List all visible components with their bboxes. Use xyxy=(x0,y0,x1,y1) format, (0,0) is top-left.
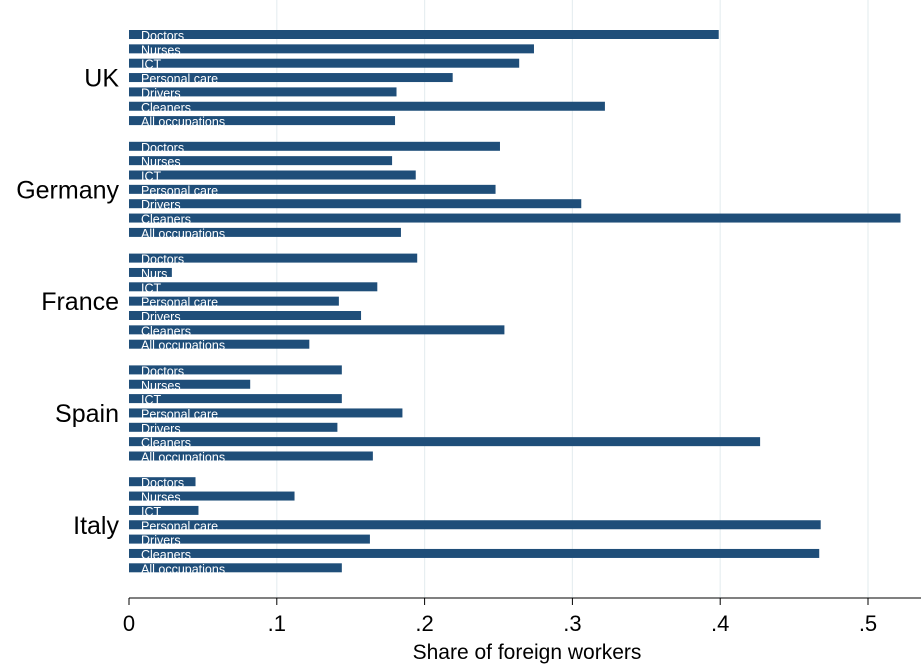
bar xyxy=(129,282,378,292)
x-axis: 0 .1 .2 .3 .4 .5 xyxy=(123,597,921,636)
group-label: Germany xyxy=(16,176,119,204)
bar xyxy=(129,213,901,223)
bar-label: ICT xyxy=(141,505,162,519)
bar xyxy=(129,253,418,263)
bar xyxy=(129,505,199,515)
bar-label: Personal care xyxy=(141,407,218,421)
bar-label: ICT xyxy=(141,393,162,407)
bar xyxy=(129,311,362,320)
bar-label: Drivers xyxy=(141,534,181,548)
bar xyxy=(129,534,370,544)
x-tick-label: .3 xyxy=(563,611,581,636)
bar-label: All occupations xyxy=(141,562,225,576)
bar xyxy=(129,227,401,237)
bar xyxy=(129,365,342,375)
bar xyxy=(129,184,496,194)
bar xyxy=(129,520,821,530)
bar-label: ICT xyxy=(141,58,162,72)
bar xyxy=(129,437,761,447)
bar-label: Drivers xyxy=(141,198,181,212)
bar-label: Drivers xyxy=(141,422,181,436)
bar-label: All occupations xyxy=(141,451,225,465)
group-label: France xyxy=(41,288,119,316)
bar-label: ICT xyxy=(141,170,162,184)
bar-label: Nurs xyxy=(141,267,167,281)
bar xyxy=(129,563,342,573)
bar-label: Drivers xyxy=(141,86,181,100)
bar-label: Nurses xyxy=(141,379,181,393)
bar-label: Doctors xyxy=(141,364,184,378)
x-tick-label: .4 xyxy=(711,611,729,636)
bar xyxy=(129,156,393,166)
bar-label: Cleaners xyxy=(141,436,191,450)
bar xyxy=(129,170,416,180)
bar-label: Personal care xyxy=(141,519,218,533)
bar-label: Cleaners xyxy=(141,324,191,338)
bar-label: Doctors xyxy=(141,29,184,43)
bar xyxy=(129,116,396,126)
x-tick-label: 0 xyxy=(123,611,135,636)
bar xyxy=(129,451,373,461)
group-label: Italy xyxy=(73,512,119,540)
group-label: Spain xyxy=(55,400,119,428)
bar xyxy=(129,73,453,83)
bar xyxy=(129,141,500,151)
bar xyxy=(129,491,295,501)
bar-label: Personal care xyxy=(141,184,218,198)
bar-label: ICT xyxy=(141,281,162,295)
bar-label: All occupations xyxy=(141,227,225,241)
bar-label: Nurses xyxy=(141,43,181,57)
bar-label: All occupations xyxy=(141,115,225,129)
bar xyxy=(129,44,534,54)
bar-label: Drivers xyxy=(141,310,181,324)
bar-label: Personal care xyxy=(141,296,218,310)
bar xyxy=(129,339,310,349)
bar-label: Nurses xyxy=(141,155,181,169)
bar xyxy=(129,58,520,68)
bar xyxy=(129,325,505,335)
bar xyxy=(129,30,719,39)
bar xyxy=(129,101,605,111)
bar-label: Doctors xyxy=(141,253,184,267)
bar xyxy=(129,422,338,432)
bar xyxy=(129,379,251,389)
bar xyxy=(129,87,397,97)
x-tick-label: .5 xyxy=(859,611,877,636)
x-tick-label: .2 xyxy=(415,611,433,636)
x-axis-title: Share of foreign workers xyxy=(413,641,642,664)
bar xyxy=(129,408,403,418)
bar-label: Doctors xyxy=(141,141,184,155)
bar-label: All occupations xyxy=(141,339,225,353)
bar-label: Personal care xyxy=(141,72,218,86)
bar xyxy=(129,477,196,487)
bar-label: Nurses xyxy=(141,491,181,505)
group-labels: UK Germany France Spain Italy xyxy=(16,65,119,540)
bar-label: Cleaners xyxy=(141,101,191,115)
bar xyxy=(129,548,820,558)
group-label: UK xyxy=(84,65,119,93)
bar-label: Doctors xyxy=(141,476,184,490)
bar xyxy=(129,394,342,404)
x-tick-label: .1 xyxy=(268,611,286,636)
bar-label: Cleaners xyxy=(141,548,191,562)
bar xyxy=(129,296,339,306)
bar xyxy=(129,199,582,209)
bar xyxy=(129,267,172,277)
bar-label: Cleaners xyxy=(141,213,191,227)
